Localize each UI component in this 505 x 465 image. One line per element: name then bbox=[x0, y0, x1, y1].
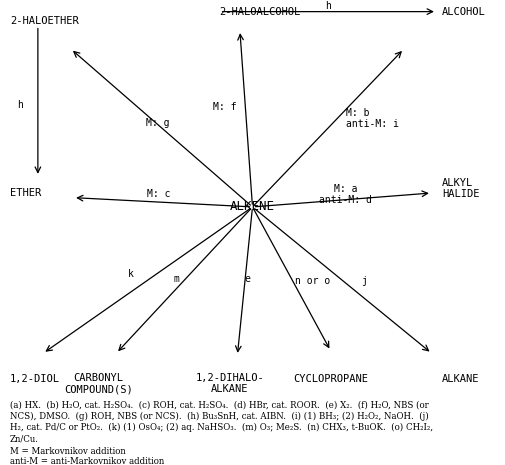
Text: 1,2-DIHALO-
ALKANE: 1,2-DIHALO- ALKANE bbox=[195, 373, 264, 394]
Text: Zn/Cu.: Zn/Cu. bbox=[10, 434, 39, 443]
Text: CARBONYL
COMPOUND(S): CARBONYL COMPOUND(S) bbox=[64, 373, 133, 394]
Text: anti-M = anti-Markovnikov addition: anti-M = anti-Markovnikov addition bbox=[10, 457, 164, 465]
Text: ETHER: ETHER bbox=[10, 188, 41, 198]
Text: h: h bbox=[17, 100, 23, 110]
Text: 2-HALOALCOHOL: 2-HALOALCOHOL bbox=[220, 7, 301, 17]
Text: M = Markovnikov addition: M = Markovnikov addition bbox=[10, 447, 126, 456]
Text: n or o: n or o bbox=[295, 276, 331, 286]
Text: CYCLOPROPANE: CYCLOPROPANE bbox=[293, 374, 368, 384]
Text: M: a
anti-M: d: M: a anti-M: d bbox=[320, 184, 372, 205]
Text: 2-HALOETHER: 2-HALOETHER bbox=[10, 16, 79, 26]
Text: ALKYL
HALIDE: ALKYL HALIDE bbox=[442, 178, 479, 199]
Text: h: h bbox=[325, 1, 331, 11]
Text: ALKENE: ALKENE bbox=[230, 200, 275, 213]
Text: m: m bbox=[173, 274, 179, 284]
Text: H₂, cat. Pd/C or PtO₂.  (k) (1) OsO₄; (2) aq. NaHSO₃.  (m) O₃; Me₂S.  (n) CHX₃, : H₂, cat. Pd/C or PtO₂. (k) (1) OsO₄; (2)… bbox=[10, 423, 433, 432]
Text: M: b
anti-M: i: M: b anti-M: i bbox=[346, 108, 399, 129]
Text: 1,2-DIOL: 1,2-DIOL bbox=[10, 374, 60, 384]
Text: M: g: M: g bbox=[146, 118, 170, 128]
Text: ALKANE: ALKANE bbox=[442, 374, 479, 384]
Text: M: c: M: c bbox=[147, 189, 171, 199]
Text: k: k bbox=[128, 269, 134, 279]
Text: M: f: M: f bbox=[213, 102, 236, 112]
Text: j: j bbox=[361, 276, 367, 286]
Text: e: e bbox=[244, 274, 250, 284]
Text: (a) HX.  (b) H₂O, cat. H₂SO₄.  (c) ROH, cat. H₂SO₄.  (d) HBr, cat. ROOR.  (e) X₂: (a) HX. (b) H₂O, cat. H₂SO₄. (c) ROH, ca… bbox=[10, 401, 429, 410]
Text: ALCOHOL: ALCOHOL bbox=[442, 7, 486, 17]
Text: NCS), DMSO.  (g) ROH, NBS (or NCS).  (h) Bu₃SnH, cat. AIBN.  (i) (1) BH₃; (2) H₂: NCS), DMSO. (g) ROH, NBS (or NCS). (h) B… bbox=[10, 412, 429, 421]
